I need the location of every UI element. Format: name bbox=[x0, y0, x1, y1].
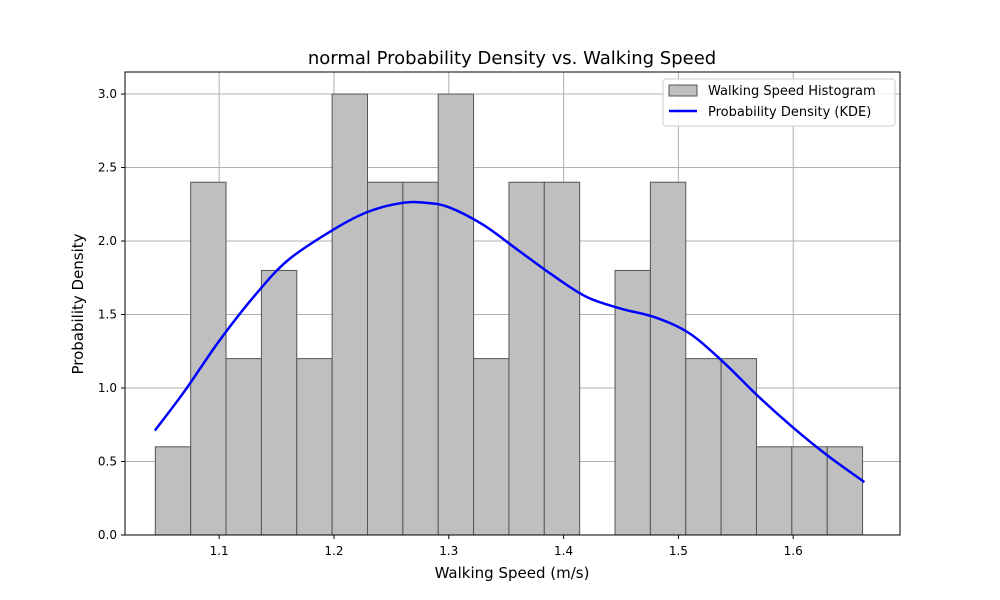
x-tick-label: 1.4 bbox=[554, 544, 573, 558]
histogram-bar bbox=[225, 358, 262, 536]
y-tick-label: 0.5 bbox=[98, 455, 117, 469]
y-tick-label: 1.5 bbox=[98, 308, 117, 322]
histogram-bar bbox=[649, 181, 687, 536]
kde-curve bbox=[153, 200, 866, 484]
x-tick-label: 1.6 bbox=[784, 544, 803, 558]
histogram-bar bbox=[755, 446, 793, 536]
legend: Walking Speed Histogram Probability Dens… bbox=[662, 78, 896, 127]
histogram-bar bbox=[614, 269, 651, 536]
histogram-bar bbox=[543, 181, 581, 536]
y-tick-label: 1.0 bbox=[98, 381, 117, 395]
x-tick-label: 1.1 bbox=[210, 544, 229, 558]
y-tick-label: 2.0 bbox=[98, 234, 117, 248]
histogram-bar bbox=[791, 446, 828, 536]
histogram-bar bbox=[260, 269, 298, 536]
y-tick-label: 0.0 bbox=[98, 528, 117, 542]
histogram-bar bbox=[331, 93, 368, 536]
histogram-bar bbox=[296, 358, 333, 536]
y-axis-title: Probability Density bbox=[69, 233, 87, 374]
x-tick-label: 1.5 bbox=[669, 544, 688, 558]
chart-title: normal Probability Density vs. Walking S… bbox=[308, 48, 716, 69]
histogram-bar bbox=[402, 181, 439, 536]
x-tick-label: 1.3 bbox=[439, 544, 458, 558]
histogram-bar bbox=[720, 358, 757, 536]
plot-frame bbox=[124, 71, 901, 536]
axis-ticks: 1.1 1.2 1.3 1.4 1.5 1.6 0.0 0.5 1.0 1.5 2.0 2.5 3.0 bbox=[98, 87, 803, 558]
histogram-bar bbox=[473, 358, 510, 536]
histogram-bar bbox=[154, 446, 192, 536]
histogram-bar bbox=[508, 181, 545, 536]
legend-histogram-label: Walking Speed Histogram bbox=[708, 84, 876, 99]
histogram-bar bbox=[685, 358, 722, 536]
legend-histogram-swatch bbox=[668, 84, 698, 97]
histogram-bar bbox=[826, 446, 864, 536]
legend-kde-label: Probability Density (KDE) bbox=[708, 105, 871, 120]
histogram-bar bbox=[190, 181, 227, 536]
histogram-bar bbox=[366, 181, 404, 536]
histogram-bar bbox=[437, 93, 475, 536]
legend-box bbox=[662, 78, 896, 127]
y-tick-label: 2.5 bbox=[98, 161, 117, 175]
y-tick-label: 3.0 bbox=[98, 87, 117, 101]
x-tick-label: 1.2 bbox=[324, 544, 343, 558]
kde-curve-group bbox=[153, 200, 866, 484]
x-axis-title: Walking Speed (m/s) bbox=[435, 564, 590, 582]
